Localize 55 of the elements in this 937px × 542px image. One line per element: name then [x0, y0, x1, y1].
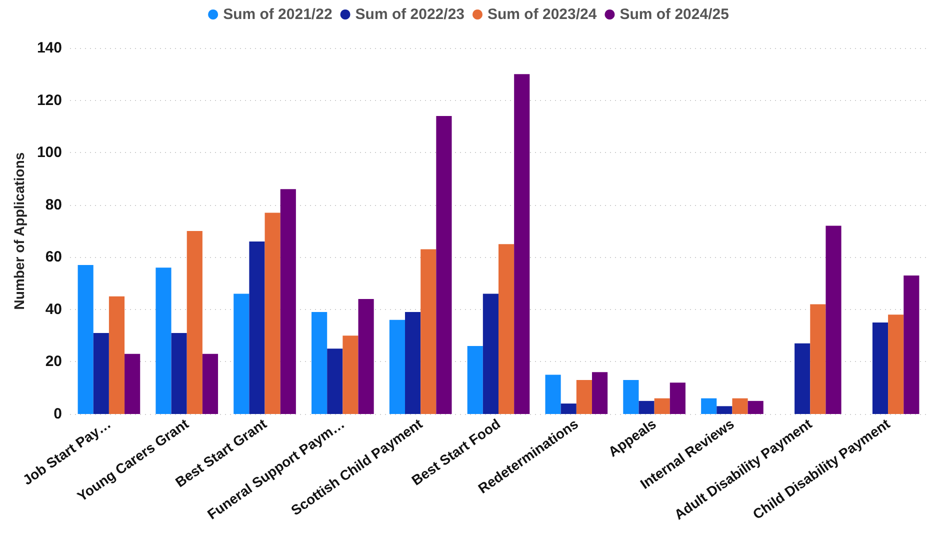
bar [482, 294, 498, 414]
bar [342, 336, 358, 414]
y-tick-label: 20 [45, 353, 62, 370]
bar [592, 372, 608, 414]
y-tick-label: 60 [45, 248, 62, 266]
bar [171, 332, 187, 414]
bar [420, 249, 436, 414]
bar [405, 312, 421, 414]
bar [186, 231, 202, 414]
bar [701, 398, 717, 414]
bar [280, 189, 296, 414]
bar [467, 346, 483, 414]
legend-label: Sum of 2022/23 [355, 6, 464, 23]
legend-label: Sum of 2023/24 [488, 6, 598, 23]
bar [654, 398, 670, 414]
bar [810, 304, 826, 414]
bar [264, 212, 280, 414]
legend-label: Sum of 2021/22 [223, 6, 332, 23]
bar [93, 332, 109, 414]
bar [389, 320, 406, 414]
bar [888, 314, 904, 414]
bar [638, 400, 654, 414]
bar [872, 322, 888, 414]
bar [358, 298, 374, 414]
bar [716, 406, 732, 414]
bar [156, 268, 172, 414]
y-tick-label: 120 [36, 92, 62, 109]
bar [327, 348, 343, 414]
y-tick-label: 140 [36, 40, 62, 56]
bar [794, 343, 810, 414]
bar [498, 244, 514, 414]
y-axis-title: Number of Applications [11, 152, 28, 310]
bar [249, 241, 265, 414]
bar [108, 296, 125, 414]
bar [202, 354, 218, 414]
bar [436, 116, 452, 414]
bar [670, 382, 686, 414]
bar [623, 380, 639, 414]
y-tick-label: 100 [36, 144, 62, 162]
bar [560, 404, 576, 414]
y-tick-label: 40 [45, 300, 62, 318]
y-tick-label: 0 [54, 406, 62, 422]
bar [576, 380, 592, 414]
bar [78, 264, 94, 414]
bar [234, 294, 250, 414]
bar [514, 74, 530, 414]
legend-label: Sum of 2024/25 [620, 6, 729, 23]
bar [124, 354, 140, 414]
bar [312, 312, 328, 414]
bar [748, 400, 764, 414]
y-tick-label: 80 [45, 196, 62, 214]
bar [732, 398, 748, 414]
bar [826, 226, 842, 414]
bar [545, 374, 561, 414]
bar [904, 275, 920, 414]
